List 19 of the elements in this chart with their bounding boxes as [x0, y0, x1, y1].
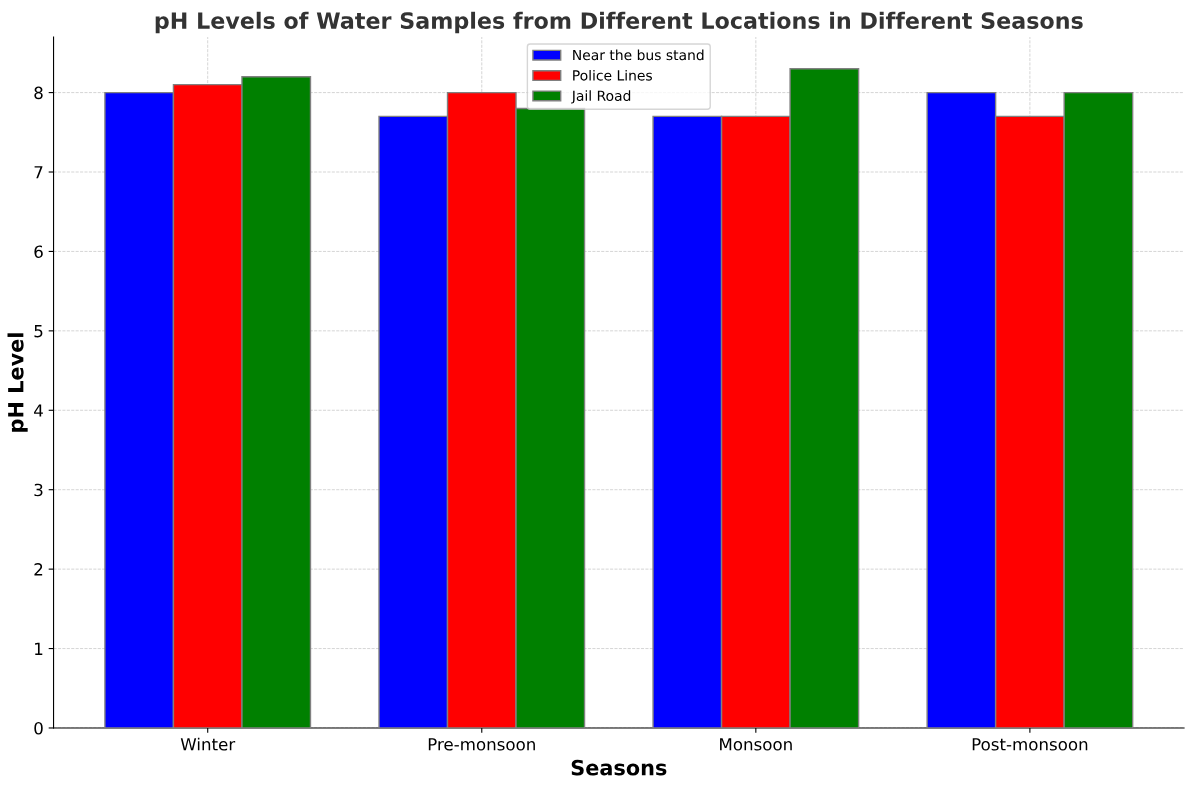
- x-tick-label: Pre-monsoon: [428, 738, 535, 751]
- y-tick-label: 5: [34, 325, 43, 338]
- legend-label: Police Lines: [573, 69, 652, 81]
- y-tick-label: 0: [34, 721, 43, 735]
- x-tick-label: Monsoon: [720, 738, 792, 751]
- y-tick-label: 1: [35, 642, 43, 655]
- y-tick-label: 2: [34, 563, 43, 576]
- y-axis-title: pH Level: [7, 333, 28, 432]
- x-tick-label: Winter: [180, 737, 236, 751]
- legend-label: Jail Road: [571, 90, 631, 104]
- x-tick-label: Post-monsoon: [972, 738, 1088, 751]
- y-tick-label: 8: [34, 86, 43, 100]
- x-axis-title: Seasons: [571, 759, 667, 776]
- y-tick-label: 7: [34, 166, 43, 179]
- legend-label: Near the bus stand: [573, 49, 704, 61]
- y-tick-label: 6: [34, 245, 43, 258]
- y-tick-label: 3: [34, 483, 43, 497]
- chart-title: pH Levels of Water Samples from Different Locations in Different Seasons: [155, 11, 1083, 34]
- y-tick-label: 4: [34, 404, 43, 417]
